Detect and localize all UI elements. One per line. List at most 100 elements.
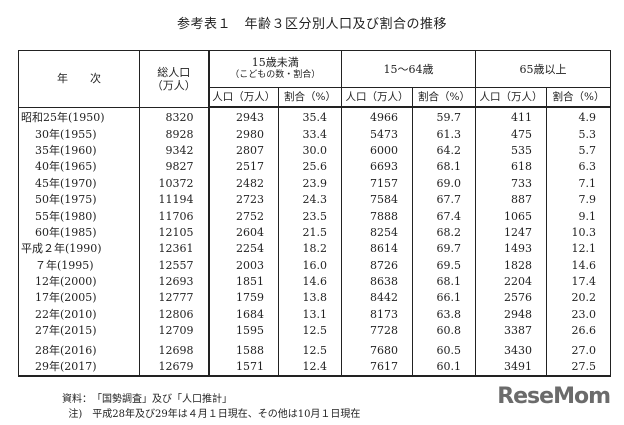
- value-cell: 18.2: [277, 241, 343, 258]
- value-cell: 9.1: [546, 208, 612, 225]
- value-cell: 21.5: [277, 224, 343, 242]
- year-cell: 17年(2005): [18, 290, 140, 307]
- value-cell: 475: [475, 126, 548, 143]
- year-cell: 平成２年(1990): [18, 241, 140, 258]
- value-cell: 68.2: [412, 224, 477, 242]
- table-row: 40年(1965) 9827 2517 25.6 6693 68.1 618 6.3: [18, 159, 612, 176]
- value-cell: 733: [475, 175, 548, 192]
- value-cell: 1684: [207, 306, 279, 324]
- value-cell: 8173: [341, 306, 414, 324]
- value-cell: 1493: [475, 241, 548, 258]
- header-total: 総人口 （万人）: [139, 50, 209, 108]
- table-row: 17年(2005) 12777 1759 13.8 8442 66.1 2576 20.2: [18, 290, 612, 307]
- value-cell: 6000: [341, 142, 414, 160]
- value-cell: 3491: [475, 358, 548, 378]
- value-cell: 60.1: [412, 358, 477, 378]
- value-cell: 8614: [341, 241, 414, 258]
- year-cell: 55年(1980): [18, 208, 140, 225]
- value-cell: 7728: [341, 323, 414, 340]
- value-cell: 7157: [341, 175, 414, 192]
- year-cell: 29年(2017): [18, 358, 140, 378]
- value-cell: 69.0: [412, 175, 477, 192]
- value-cell: 12.5: [277, 323, 343, 340]
- value-cell: 411: [475, 107, 548, 127]
- value-cell: 13.8: [277, 290, 343, 307]
- value-cell: 67.4: [412, 208, 477, 225]
- value-cell: 7888: [341, 208, 414, 225]
- resemom-logo: ReseMom: [497, 384, 611, 409]
- year-cell: 27年(2015): [18, 323, 140, 340]
- value-cell: 23.0: [546, 306, 612, 324]
- value-cell: 9827: [139, 159, 209, 176]
- value-cell: 9342: [139, 142, 209, 160]
- value-cell: 1247: [475, 224, 548, 242]
- header-year: 年 次: [18, 50, 140, 108]
- value-cell: 887: [475, 191, 548, 209]
- value-cell: 8254: [341, 224, 414, 242]
- value-cell: 8442: [341, 290, 414, 307]
- value-cell: 6.3: [546, 159, 612, 176]
- value-cell: 3430: [475, 339, 548, 359]
- value-cell: 33.4: [277, 126, 343, 143]
- table-row: 28年(2016) 12698 1588 12.5 7680 60.5 3430 27.0: [18, 339, 612, 359]
- header-under15-sub: （こどもの数・割合）: [230, 70, 321, 80]
- value-cell: 4966: [341, 107, 414, 127]
- value-cell: 2752: [207, 208, 279, 225]
- table-title: 参考表１ 年齢３区分別人口及び割合の推移: [176, 17, 447, 32]
- table-row: 22年(2010) 12806 1684 13.1 8173 63.8 2948 23.0: [18, 306, 612, 324]
- value-cell: 12698: [139, 339, 209, 359]
- value-cell: 20.2: [546, 290, 612, 307]
- table-row: 55年(1980) 11706 2752 23.5 7888 67.4 1065 9.1: [18, 208, 612, 225]
- table-row: 30年(1955) 8928 2980 33.4 5473 61.3 475 5.3: [18, 126, 612, 143]
- value-cell: 1851: [207, 273, 279, 291]
- value-cell: 535: [475, 142, 548, 160]
- header-under15: 15歳未満 （こどもの数・割合）: [207, 50, 343, 88]
- value-cell: 60.8: [412, 323, 477, 340]
- year-cell: 60年(1985): [18, 224, 140, 242]
- year-cell: ７年(1995): [18, 257, 140, 274]
- value-cell: 2723: [207, 191, 279, 209]
- table-row: 27年(2015) 12709 1595 12.5 7728 60.8 3387 26.6: [18, 323, 612, 340]
- year-cell: 30年(1955): [18, 126, 140, 143]
- value-cell: 68.1: [412, 273, 477, 291]
- value-cell: 2948: [475, 306, 548, 324]
- table-row: 35年(1960) 9342 2807 30.0 6000 64.2 535 5.7: [18, 142, 612, 160]
- value-cell: 14.6: [546, 257, 612, 274]
- value-cell: 7584: [341, 191, 414, 209]
- value-cell: 66.1: [412, 290, 477, 307]
- value-cell: 12105: [139, 224, 209, 242]
- value-cell: 1588: [207, 339, 279, 359]
- year-cell: 35年(1960): [18, 142, 140, 160]
- value-cell: 2003: [207, 257, 279, 274]
- value-cell: 63.8: [412, 306, 477, 324]
- header-under15-label: 15歳未満: [251, 56, 299, 69]
- header-15-64: 15～64歳: [341, 50, 477, 88]
- value-cell: 23.5: [277, 208, 343, 225]
- value-cell: 12361: [139, 241, 209, 258]
- value-cell: 2604: [207, 224, 279, 242]
- value-cell: 27.5: [546, 358, 612, 378]
- value-cell: 23.9: [277, 175, 343, 192]
- source-note: 資料： 「国勢調査」及び「人口推計」: [62, 394, 232, 405]
- value-cell: 12777: [139, 290, 209, 307]
- value-cell: 67.7: [412, 191, 477, 209]
- value-cell: 8320: [139, 107, 209, 127]
- value-cell: 27.0: [546, 339, 612, 359]
- value-cell: 12.4: [277, 358, 343, 378]
- value-cell: 12806: [139, 306, 209, 324]
- table-row: 昭和25年(1950) 8320 2943 35.4 4966 59.7 411 4.9: [18, 107, 612, 127]
- year-cell: 50年(1975): [18, 191, 140, 209]
- subheader-ratio: 割合（%）: [546, 87, 612, 108]
- year-cell: 40年(1965): [18, 159, 140, 176]
- value-cell: 68.1: [412, 159, 477, 176]
- value-cell: 2980: [207, 126, 279, 143]
- value-cell: 12.1: [546, 241, 612, 258]
- value-cell: 5473: [341, 126, 414, 143]
- value-cell: 11706: [139, 208, 209, 225]
- value-cell: 61.3: [412, 126, 477, 143]
- value-cell: 10.3: [546, 224, 612, 242]
- table-row: 45年(1970) 10372 2482 23.9 7157 69.0 733 7.1: [18, 175, 612, 192]
- value-cell: 7617: [341, 358, 414, 378]
- header-65plus: 65歳以上: [475, 50, 612, 88]
- value-cell: 69.7: [412, 241, 477, 258]
